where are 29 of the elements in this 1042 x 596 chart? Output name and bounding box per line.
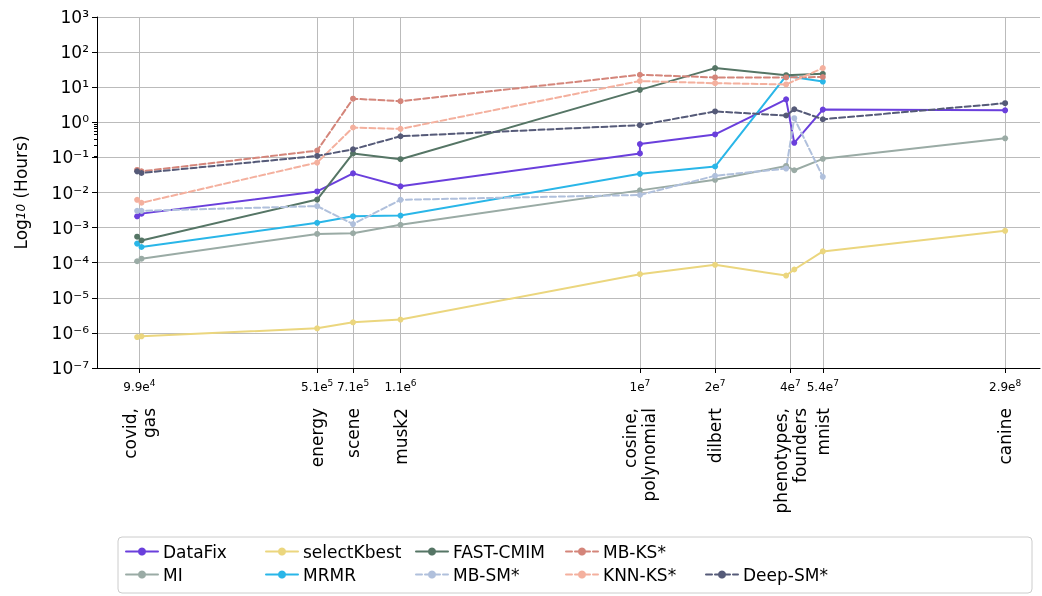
text: scene <box>343 408 364 458</box>
legend-label: MB-SM* <box>453 564 520 585</box>
text: cosine, polynomial <box>620 408 660 502</box>
y-tick-label: 10³ <box>60 7 89 27</box>
y-tick-label: 10⁻⁷ <box>51 358 90 378</box>
text: covid, gas <box>119 407 159 459</box>
text: musk2 <box>390 408 411 465</box>
y-tick-label: 10¹ <box>60 77 89 98</box>
text: mnist <box>812 407 833 456</box>
y-axis-title: Log10 (Hours) <box>10 135 31 250</box>
text: energy <box>307 408 328 468</box>
y-tick-label: 10⁻¹ <box>51 147 89 168</box>
y-tick-label: 10⁻² <box>51 182 89 203</box>
y-tick-label: 10² <box>60 42 89 63</box>
legend-label: DataFix <box>163 541 227 562</box>
y-tick-label: 10⁻⁵ <box>51 287 89 308</box>
legend-label: selectKbest <box>303 541 402 562</box>
text: dilbert <box>705 407 726 464</box>
legend-label: KNN-KS* <box>603 564 677 585</box>
y-tick-label: 10⁻⁴ <box>51 252 90 273</box>
y-tick-label: 10⁰ <box>60 112 90 133</box>
text: canine <box>995 408 1016 465</box>
y-tick-label: 10⁻⁶ <box>51 322 90 343</box>
legend-label: MI <box>163 564 183 585</box>
legend-label: FAST-CMIM <box>453 541 545 562</box>
legend-label: MRMR <box>303 564 357 585</box>
legend-label: Deep-SM* <box>743 564 828 585</box>
legend-label: MB-KS* <box>603 541 666 562</box>
y-tick-label: 10⁻³ <box>51 217 89 238</box>
